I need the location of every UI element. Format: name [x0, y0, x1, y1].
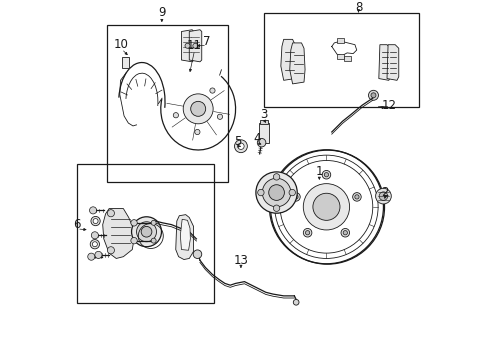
Circle shape — [303, 229, 311, 237]
Circle shape — [184, 43, 190, 48]
Circle shape — [151, 238, 156, 243]
Circle shape — [324, 172, 328, 177]
Circle shape — [131, 220, 137, 226]
Circle shape — [340, 229, 349, 237]
Polygon shape — [289, 43, 305, 84]
Bar — [77, 164, 214, 303]
Circle shape — [190, 102, 205, 116]
Text: 4: 4 — [253, 132, 260, 145]
Bar — [259, 123, 268, 143]
Circle shape — [255, 172, 297, 213]
Circle shape — [354, 195, 358, 199]
Circle shape — [93, 219, 98, 224]
Text: 2: 2 — [381, 186, 388, 199]
Circle shape — [293, 195, 298, 199]
Circle shape — [237, 143, 244, 149]
Text: 1: 1 — [315, 165, 323, 178]
Circle shape — [293, 300, 298, 305]
Circle shape — [257, 189, 264, 196]
Circle shape — [257, 138, 265, 147]
Polygon shape — [175, 215, 193, 260]
Circle shape — [92, 242, 97, 247]
Circle shape — [268, 185, 284, 201]
Circle shape — [305, 231, 309, 235]
Circle shape — [343, 231, 346, 235]
Text: 11: 11 — [187, 39, 202, 52]
Text: 8: 8 — [354, 1, 362, 14]
Text: 3: 3 — [259, 108, 266, 121]
Circle shape — [378, 192, 387, 201]
Circle shape — [312, 193, 339, 220]
Circle shape — [303, 184, 349, 230]
Circle shape — [370, 93, 375, 98]
Polygon shape — [102, 208, 134, 258]
Circle shape — [262, 178, 290, 207]
Circle shape — [173, 113, 178, 118]
Circle shape — [136, 222, 156, 242]
Circle shape — [95, 251, 102, 258]
Polygon shape — [378, 45, 390, 80]
Circle shape — [368, 90, 378, 100]
Circle shape — [352, 193, 361, 201]
Text: 5: 5 — [233, 135, 241, 148]
Circle shape — [209, 88, 215, 93]
Circle shape — [131, 238, 137, 244]
Circle shape — [151, 220, 156, 225]
Circle shape — [131, 217, 161, 247]
Circle shape — [87, 253, 95, 260]
Circle shape — [192, 43, 198, 48]
Bar — [264, 13, 418, 107]
Circle shape — [183, 94, 213, 124]
Circle shape — [273, 205, 279, 211]
Circle shape — [375, 188, 390, 204]
Circle shape — [322, 171, 330, 179]
Text: 12: 12 — [381, 99, 395, 112]
Text: 10: 10 — [114, 38, 129, 51]
Polygon shape — [386, 45, 398, 80]
Circle shape — [193, 250, 202, 258]
Circle shape — [107, 210, 114, 217]
Polygon shape — [189, 30, 202, 62]
Polygon shape — [181, 30, 194, 62]
Bar — [107, 25, 228, 182]
Bar — [122, 57, 129, 68]
Circle shape — [288, 189, 295, 196]
Circle shape — [291, 193, 300, 201]
Circle shape — [217, 114, 222, 120]
Circle shape — [234, 140, 247, 153]
Circle shape — [107, 247, 114, 254]
Circle shape — [91, 216, 100, 226]
Text: 13: 13 — [233, 254, 248, 267]
Text: 9: 9 — [158, 6, 165, 19]
Circle shape — [194, 129, 200, 135]
Circle shape — [273, 174, 279, 180]
Circle shape — [141, 226, 152, 237]
Text: 7: 7 — [203, 35, 210, 48]
Bar — [336, 38, 344, 43]
Text: 6: 6 — [73, 218, 81, 231]
Bar — [344, 56, 351, 61]
Bar — [260, 120, 267, 124]
Polygon shape — [180, 219, 190, 250]
Polygon shape — [280, 39, 296, 80]
Circle shape — [89, 207, 97, 214]
Circle shape — [91, 232, 98, 239]
Bar — [336, 54, 344, 59]
Circle shape — [90, 240, 99, 249]
